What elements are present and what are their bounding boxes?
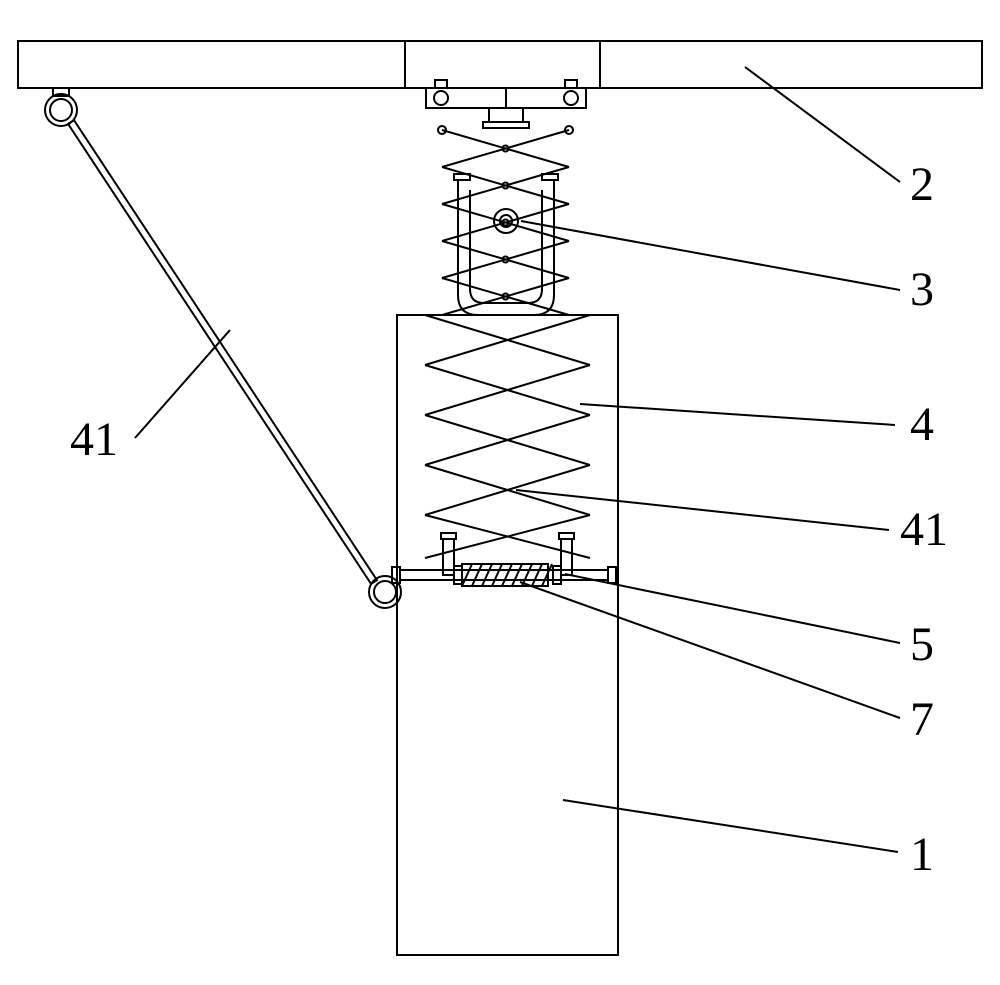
leader-line: [745, 67, 900, 182]
leader-line: [520, 582, 900, 718]
leader-line: [135, 330, 230, 438]
mechanical-diagram: 2 3 4 41 5 7 1 41: [0, 0, 1000, 985]
leader-line: [521, 221, 900, 290]
leader-line: [563, 800, 898, 852]
leader-line: [565, 574, 900, 643]
part-label-41: 41: [70, 413, 118, 466]
part-label-41: 41: [900, 503, 948, 556]
part-label-5: 5: [910, 618, 934, 671]
part-label-3: 3: [910, 263, 934, 316]
part-label-4: 4: [910, 398, 934, 451]
leader-line: [580, 404, 895, 425]
part-label-2: 2: [910, 158, 934, 211]
part-label-7: 7: [910, 693, 934, 746]
part-label-1: 1: [910, 828, 934, 881]
